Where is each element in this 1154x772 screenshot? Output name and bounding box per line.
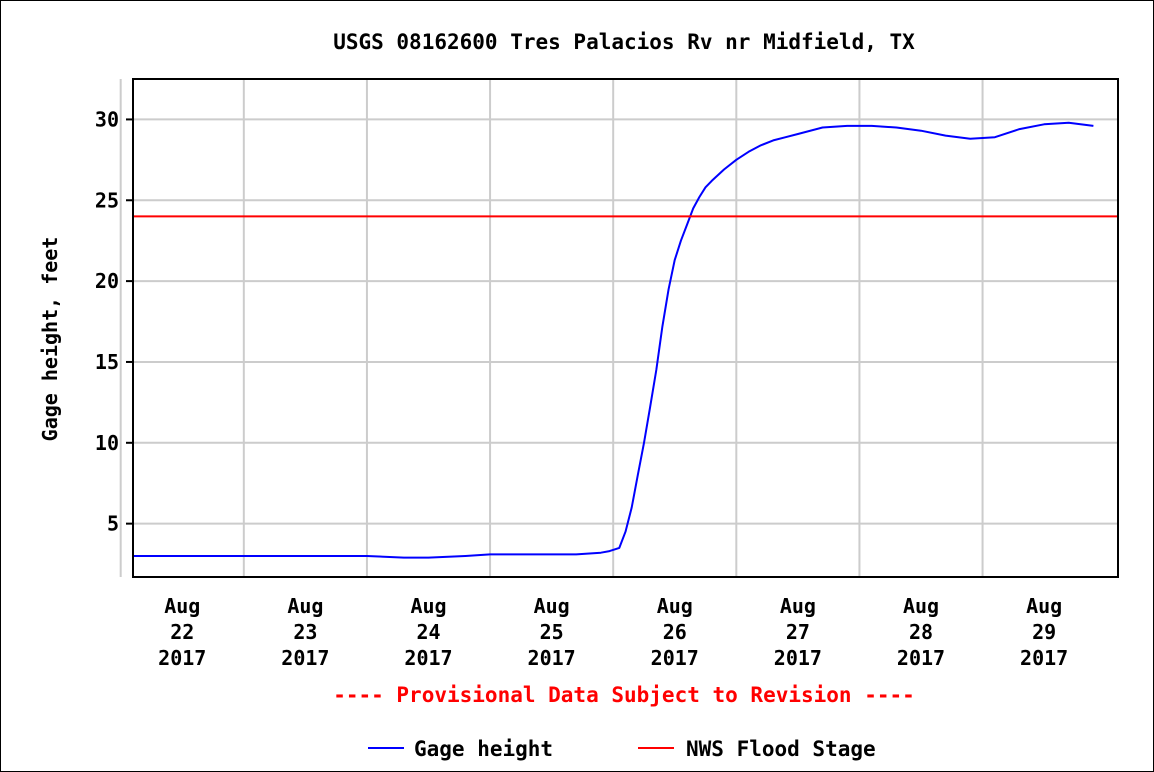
y-ticks: 5 10 15 20 25 30 xyxy=(95,107,133,536)
x-tick-label: Aug 28 2017 xyxy=(897,594,945,670)
y-tick-label: 10 xyxy=(95,431,119,455)
legend-label-flood-stage: NWS Flood Stage xyxy=(686,737,876,761)
provisional-notice: ---- Provisional Data Subject to Revisio… xyxy=(333,683,915,707)
y-tick-label: 20 xyxy=(95,269,119,293)
y-axis-label: Gage height, feet xyxy=(38,237,62,442)
x-tick-label: Aug 27 2017 xyxy=(774,594,822,670)
x-tick-label: Aug 22 2017 xyxy=(158,594,206,670)
chart-title: USGS 08162600 Tres Palacios Rv nr Midfie… xyxy=(333,30,915,54)
legend-label-gage-height: Gage height xyxy=(414,737,553,761)
legend: Gage height NWS Flood Stage xyxy=(368,737,876,761)
x-tick-label: Aug 26 2017 xyxy=(651,594,699,670)
y-tick-label: 5 xyxy=(107,512,119,536)
x-ticks: Aug 22 2017 Aug 23 2017 Aug 24 2017 Aug 25 2017 Aug 2… xyxy=(158,594,1068,670)
series-group xyxy=(133,121,1118,559)
grid xyxy=(119,79,1118,577)
x-tick-label: Aug 23 2017 xyxy=(281,594,329,670)
series-line-gage-height xyxy=(133,121,1094,559)
x-tick-label: Aug 25 2017 xyxy=(528,594,576,670)
x-tick-label: Aug 24 2017 xyxy=(404,594,452,670)
y-tick-label: 15 xyxy=(95,350,119,374)
plot-area-border xyxy=(132,78,1119,578)
y-tick-label: 30 xyxy=(95,107,119,131)
y-tick-label: 25 xyxy=(95,188,119,212)
x-tick-label: Aug 29 2017 xyxy=(1020,594,1068,670)
